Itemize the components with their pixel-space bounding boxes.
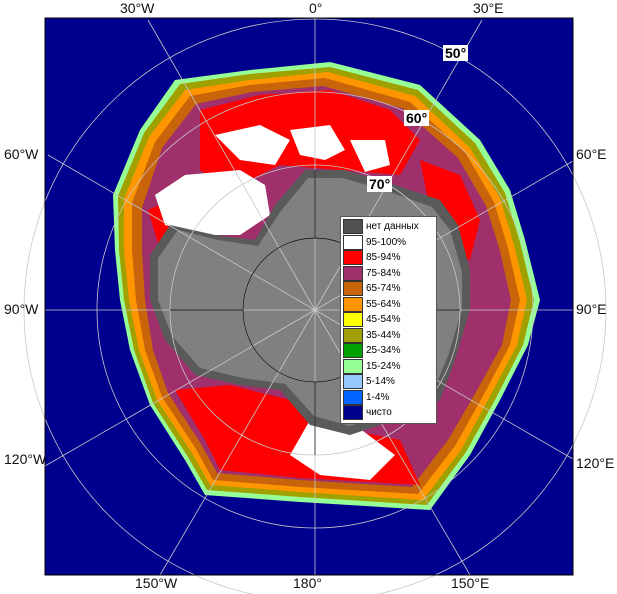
legend-item: 45-54% xyxy=(343,312,436,328)
lon-label-120w: 120°W xyxy=(4,451,47,467)
legend-label: 25-34% xyxy=(366,345,401,357)
legend: нет данных 95-100% 85-94% 75-84% 65-74% 55-64… xyxy=(340,216,437,424)
lon-label-0: 0° xyxy=(309,0,323,16)
lon-label-60e: 60°E xyxy=(576,146,607,162)
lat-label-70: 70° xyxy=(367,176,393,192)
legend-item: 85-94% xyxy=(343,250,436,266)
map-border xyxy=(44,17,574,576)
legend-swatch xyxy=(343,389,363,405)
lon-label-150e: 150°E xyxy=(451,575,490,591)
ice-95-100-areas xyxy=(155,125,395,480)
lon-label-120e: 120°E xyxy=(576,455,615,471)
legend-label: 95-100% xyxy=(366,236,407,248)
legend-swatch xyxy=(343,296,363,312)
legend-label: 75-84% xyxy=(366,267,401,279)
legend-item: 5-14% xyxy=(343,374,436,390)
legend-item: 1-4% xyxy=(343,389,436,406)
legend-swatch xyxy=(343,374,363,390)
legend-item: 65-74% xyxy=(343,281,436,297)
legend-item: 35-44% xyxy=(343,327,436,344)
legend-swatch xyxy=(343,327,363,343)
legend-swatch xyxy=(343,343,363,359)
legend-label: 55-64% xyxy=(366,298,401,310)
legend-swatch xyxy=(343,358,363,374)
legend-item: 75-84% xyxy=(343,265,436,282)
lon-label-150w: 150°W xyxy=(135,575,178,591)
lat-label-60: 60° xyxy=(404,110,430,126)
legend-swatch xyxy=(343,281,363,297)
legend-swatch xyxy=(343,234,363,250)
legend-label: 5-14% xyxy=(366,376,395,388)
legend-item: 25-34% xyxy=(343,343,436,359)
legend-swatch xyxy=(343,219,363,235)
legend-swatch xyxy=(343,265,363,281)
lon-label-90w: 90°W xyxy=(4,301,39,317)
lon-label-30e: 30°E xyxy=(473,0,504,16)
lat-label-50: 50° xyxy=(443,45,469,61)
legend-label: 45-54% xyxy=(366,314,401,326)
legend-item: 55-64% xyxy=(343,296,436,313)
legend-swatch xyxy=(343,250,363,266)
legend-label: 85-94% xyxy=(366,252,401,264)
legend-swatch xyxy=(343,405,363,421)
legend-item: 95-100% xyxy=(343,234,436,251)
lon-label-60w: 60°W xyxy=(4,146,39,162)
legend-item: 15-24% xyxy=(343,358,436,375)
legend-label: 35-44% xyxy=(366,329,401,341)
lon-label-30w: 30°W xyxy=(120,0,155,16)
legend-item: чисто xyxy=(343,405,436,421)
legend-label: чисто xyxy=(366,407,392,419)
legend-label: 15-24% xyxy=(366,360,401,372)
legend-item: нет данных xyxy=(343,219,436,235)
lon-label-180: 180° xyxy=(293,575,322,591)
legend-label: 1-4% xyxy=(366,391,390,403)
legend-label: 65-74% xyxy=(366,283,401,295)
legend-label: нет данных xyxy=(366,221,419,233)
legend-swatch xyxy=(343,312,363,328)
lon-label-90e: 90°E xyxy=(576,301,607,317)
